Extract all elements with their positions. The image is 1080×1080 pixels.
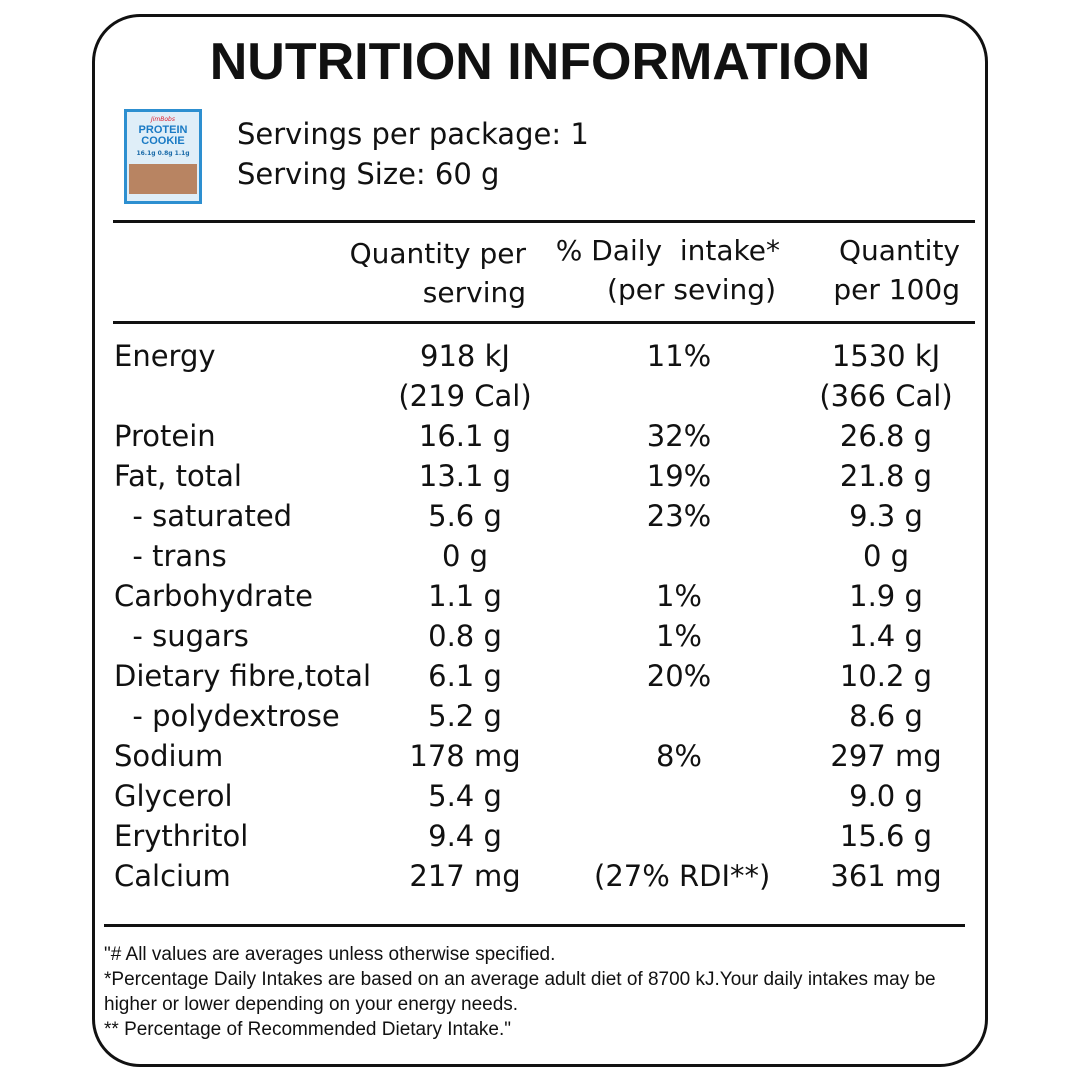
header-daily-2: (per seving) xyxy=(607,273,776,306)
daily-intake: 11% xyxy=(646,339,712,373)
product-name: PROTEIN COOKIE xyxy=(138,124,188,147)
nutrient-label: - saturated xyxy=(114,499,293,533)
qty-per-serving: 5.2 g xyxy=(428,699,502,733)
table-row: Carbohydrate 1.1 g 1% 1.9 g xyxy=(114,576,974,616)
qty-per-serving: (219 Cal) xyxy=(398,379,532,413)
qty-per-100g: 8.6 g xyxy=(849,699,923,733)
divider-top xyxy=(113,220,975,223)
qty-per-serving: 5.4 g xyxy=(428,779,502,813)
qty-per-100g: 1.4 g xyxy=(849,619,923,653)
nutrient-label: Erythritol xyxy=(114,819,249,853)
header-per100-1: Quantity xyxy=(839,234,960,267)
nutrient-label: Fat, total xyxy=(114,459,242,493)
daily-intake: 1% xyxy=(655,579,702,613)
product-image: JimBobs PROTEIN COOKIE 16.1g 0.8g 1.1g xyxy=(124,109,202,204)
daily-intake: (27% RDI**) xyxy=(594,859,771,893)
qty-per-serving: 9.4 g xyxy=(428,819,502,853)
qty-per-100g: 9.3 g xyxy=(849,499,923,533)
nutrition-table: Energy 918 kJ 11% 1530 kJ (219 Cal) (366 Cal)… xyxy=(114,336,974,896)
table-row: Calcium 217 mg (27% RDI**) 361 mg xyxy=(114,856,974,896)
footnotes: "# All values are averages unless otherw… xyxy=(104,942,974,1042)
qty-per-100g: 15.6 g xyxy=(839,819,933,853)
table-row: (219 Cal) (366 Cal) xyxy=(114,376,974,416)
daily-intake: 19% xyxy=(646,459,712,493)
table-row: Fat, total 13.1 g 19% 21.8 g xyxy=(114,456,974,496)
page-title: NUTRITION INFORMATION xyxy=(209,33,871,91)
product-stats: 16.1g 0.8g 1.1g xyxy=(136,150,190,157)
nutrient-label: Energy xyxy=(114,339,216,373)
nutrient-label: Sodium xyxy=(114,739,224,773)
nutrient-label: - sugars xyxy=(114,619,249,653)
qty-per-serving: 5.6 g xyxy=(428,499,502,533)
nutrient-label: - polydextrose xyxy=(114,699,340,733)
qty-per-serving: 178 mg xyxy=(409,739,521,773)
qty-per-serving: 6.1 g xyxy=(428,659,502,693)
daily-intake: 1% xyxy=(655,619,702,653)
qty-per-serving: 16.1 g xyxy=(418,419,512,453)
table-row: - polydextrose 5.2 g 8.6 g xyxy=(114,696,974,736)
qty-per-100g: 1.9 g xyxy=(849,579,923,613)
table-row: - saturated 5.6 g 23% 9.3 g xyxy=(114,496,974,536)
qty-per-serving: 217 mg xyxy=(409,859,521,893)
daily-intake: 20% xyxy=(646,659,712,693)
table-row: - sugars 0.8 g 1% 1.4 g xyxy=(114,616,974,656)
daily-intake: 8% xyxy=(655,739,702,773)
servings-per-package: Servings per package: 1 xyxy=(237,117,589,151)
qty-per-100g: 361 mg xyxy=(830,859,942,893)
header-daily-1: % Daily intake* xyxy=(555,234,780,267)
divider-bottom xyxy=(104,924,965,927)
qty-per-serving: 0.8 g xyxy=(428,619,502,653)
table-row: Protein 16.1 g 32% 26.8 g xyxy=(114,416,974,456)
qty-per-serving: 13.1 g xyxy=(418,459,512,493)
qty-per-serving: 918 kJ xyxy=(420,339,510,373)
nutrient-label: Dietary fibre,total xyxy=(114,659,372,693)
nutrient-label: Protein xyxy=(114,419,216,453)
qty-per-100g: 297 mg xyxy=(830,739,942,773)
label-border xyxy=(92,14,988,1067)
header-per100-2: per 100g xyxy=(833,273,960,306)
table-row: Sodium 178 mg 8% 297 mg xyxy=(114,736,974,776)
qty-per-100g: (366 Cal) xyxy=(819,379,953,413)
nutrient-label: Carbohydrate xyxy=(114,579,313,613)
table-row: Glycerol 5.4 g 9.0 g xyxy=(114,776,974,816)
nutrient-label: Calcium xyxy=(114,859,231,893)
nutrient-label: - trans xyxy=(114,539,227,573)
daily-intake: 23% xyxy=(646,499,712,533)
qty-per-100g: 10.2 g xyxy=(839,659,933,693)
footnote: ** Percentage of Recommended Dietary Int… xyxy=(104,1019,512,1040)
qty-per-100g: 9.0 g xyxy=(849,779,923,813)
qty-per-100g: 1530 kJ xyxy=(831,339,941,373)
product-brand: JimBobs xyxy=(150,116,175,123)
table-row: Dietary fibre,total 6.1 g 20% 10.2 g xyxy=(114,656,974,696)
header-qty-serving-1: Quantity per xyxy=(349,237,526,270)
divider-header xyxy=(113,321,975,324)
qty-per-100g: 21.8 g xyxy=(839,459,933,493)
daily-intake: 32% xyxy=(646,419,712,453)
nutrient-label: Glycerol xyxy=(114,779,233,813)
table-row: Erythritol 9.4 g 15.6 g xyxy=(114,816,974,856)
cookie-picture xyxy=(129,164,197,194)
qty-per-100g: 26.8 g xyxy=(839,419,933,453)
header-qty-serving-2: serving xyxy=(422,276,526,309)
qty-per-100g: 0 g xyxy=(862,539,910,573)
table-row: - trans 0 g 0 g xyxy=(114,536,974,576)
table-row: Energy 918 kJ 11% 1530 kJ xyxy=(114,336,974,376)
footnote: "# All values are averages unless otherw… xyxy=(104,944,556,965)
qty-per-serving: 0 g xyxy=(441,539,489,573)
qty-per-serving: 1.1 g xyxy=(428,579,502,613)
footnote: *Percentage Daily Intakes are based on a… xyxy=(104,969,936,1015)
serving-size: Serving Size: 60 g xyxy=(237,157,500,191)
